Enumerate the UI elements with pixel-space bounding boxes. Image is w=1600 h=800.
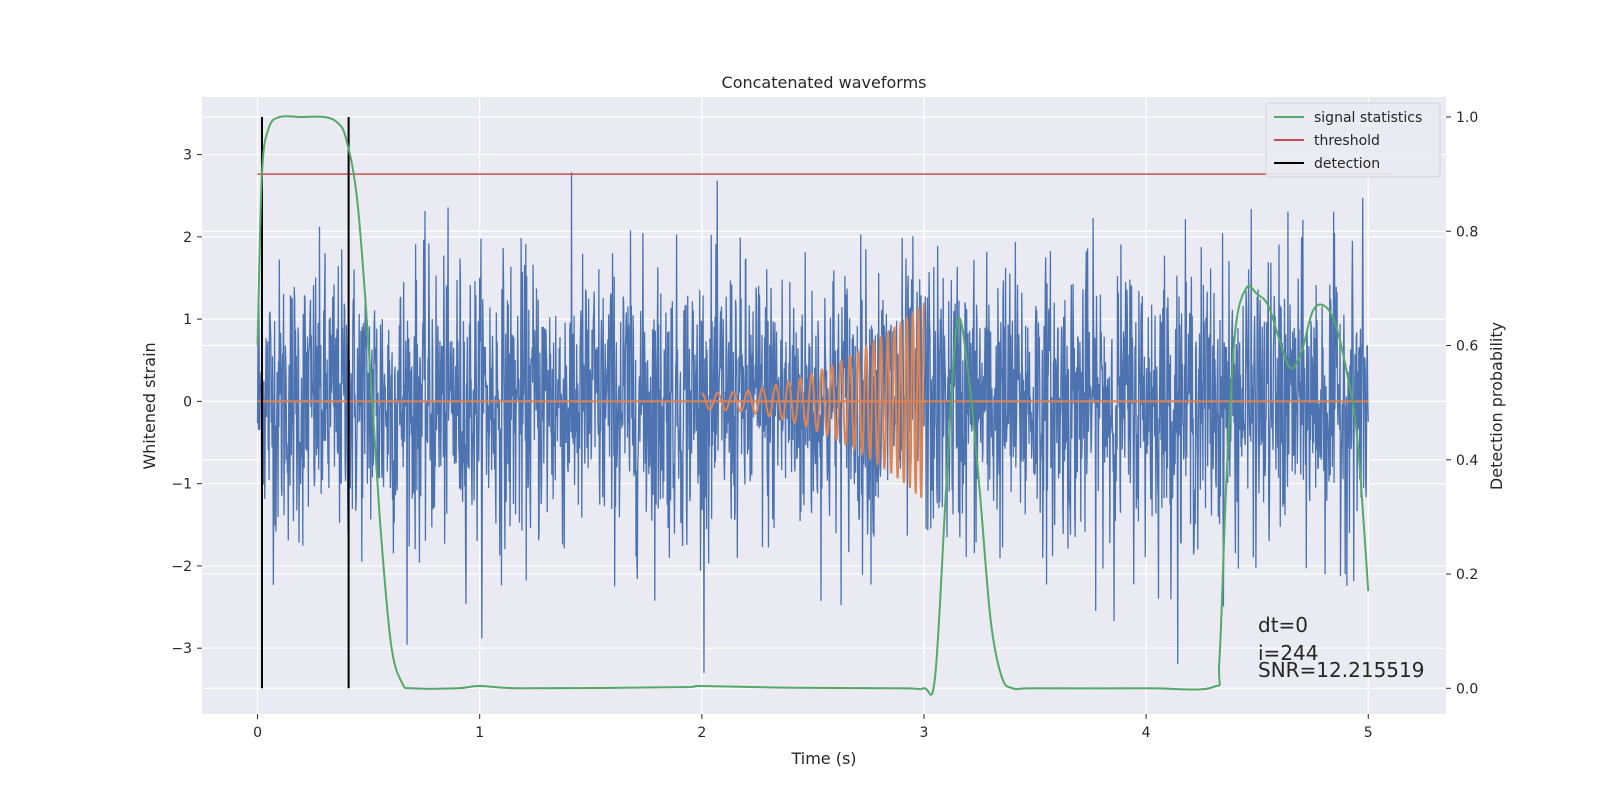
y2-axis-label: Detection probability xyxy=(1487,322,1506,490)
x-axis-ticks: 0 1 2 3 4 5 xyxy=(253,714,1373,741)
legend-box xyxy=(1265,102,1441,178)
y-tick-label: −3 xyxy=(171,641,192,657)
x-axis-label: Time (s) xyxy=(790,749,856,768)
y-tick-label: −2 xyxy=(171,559,192,575)
y2-tick-label: 0.8 xyxy=(1456,224,1478,240)
y-axis-label: Whitened strain xyxy=(140,342,159,469)
series-strain xyxy=(256,172,1369,673)
legend: signal statistics threshold detection xyxy=(1265,102,1441,178)
annotations: dt=0 i=244 SNR=12.215519 xyxy=(1258,613,1424,682)
y-axis-ticks: −3 −2 −1 0 1 2 3 xyxy=(171,148,202,657)
signal-statistics-line xyxy=(256,115,1370,696)
y2-tick-label: 0.4 xyxy=(1456,453,1478,469)
annotation-snr: SNR=12.215519 xyxy=(1258,658,1424,682)
legend-label-signal-statistics: signal statistics xyxy=(1314,110,1422,126)
annotation-dt: dt=0 xyxy=(1258,613,1308,637)
y-tick-label: 0 xyxy=(183,394,192,410)
series-right xyxy=(256,115,1391,696)
x-tick-label: 2 xyxy=(697,725,706,741)
x-tick-label: 3 xyxy=(920,725,929,741)
chart-title: Concatenated waveforms xyxy=(722,73,927,92)
strain-line xyxy=(256,172,1369,673)
legend-label-detection: detection xyxy=(1314,156,1380,172)
y2-tick-label: 1.0 xyxy=(1456,110,1478,126)
y2-axis-ticks: 0.0 0.2 0.4 0.6 0.8 1.0 xyxy=(1446,110,1478,697)
y-tick-label: −1 xyxy=(171,477,192,493)
x-tick-label: 4 xyxy=(1142,725,1151,741)
y2-tick-label: 0.6 xyxy=(1456,339,1478,355)
x-tick-label: 5 xyxy=(1364,725,1373,741)
y-tick-label: 2 xyxy=(183,230,192,246)
x-tick-label: 0 xyxy=(253,725,262,741)
injected-chirp-line xyxy=(701,302,925,498)
y-tick-label: 3 xyxy=(183,148,192,164)
annotation-index: i=244 xyxy=(1258,641,1319,665)
series-injected xyxy=(257,302,1369,498)
y2-tick-label: 0.2 xyxy=(1456,567,1478,583)
y2-tick-label: 0.0 xyxy=(1456,681,1478,697)
x-tick-label: 1 xyxy=(475,725,484,741)
y-tick-label: 1 xyxy=(183,312,192,328)
legend-label-threshold: threshold xyxy=(1314,133,1380,149)
